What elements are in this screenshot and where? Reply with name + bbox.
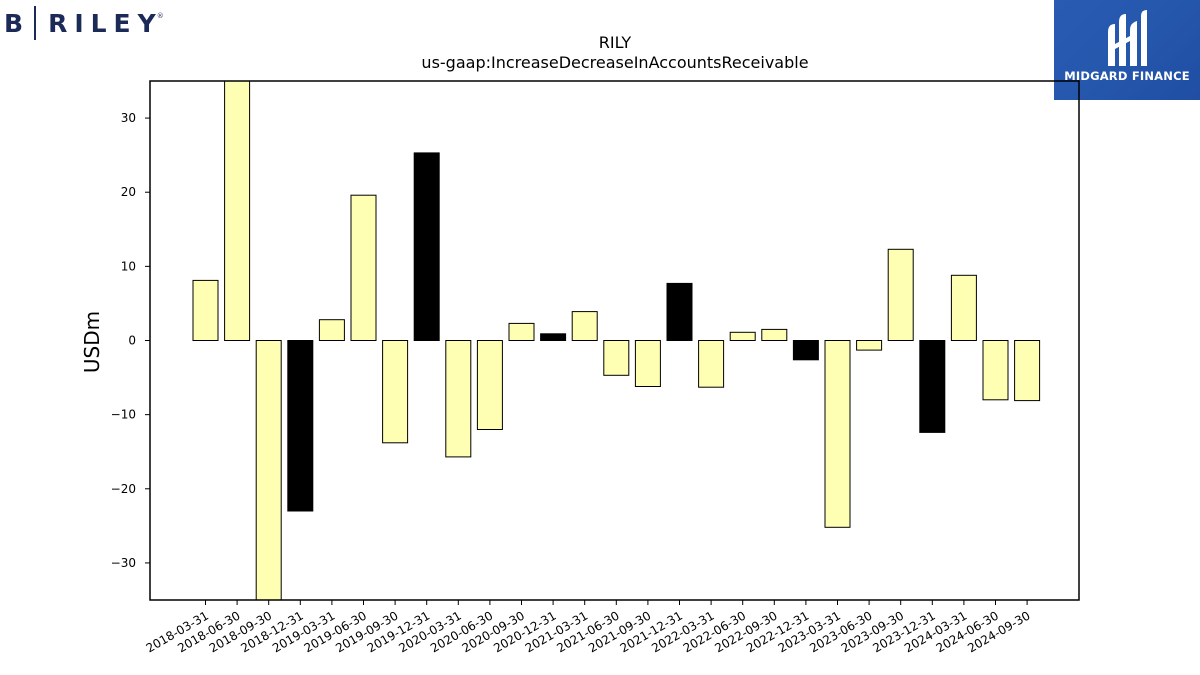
bar-2020-09-30 xyxy=(508,322,535,341)
bar-2019-06-30 xyxy=(350,194,377,341)
bar-2024-03-31 xyxy=(950,274,977,341)
midgard-finance-wordmark: MIDGARD FINANCE xyxy=(1064,69,1190,83)
y-axis: −30 −20 −10 0 10 20 30 xyxy=(111,111,150,570)
bar-2020-03-31 xyxy=(445,340,472,458)
bar-2022-03-31 xyxy=(698,340,725,388)
y-axis-label: USDm xyxy=(80,311,104,373)
chart-subtitle: us-gaap:IncreaseDecreaseInAccountsReceiv… xyxy=(421,53,808,72)
bar-2022-06-30 xyxy=(729,331,756,341)
bar-2018-09-30 xyxy=(255,340,282,601)
bar-2024-09-30 xyxy=(1014,340,1041,402)
y-tick-label: −30 xyxy=(111,556,136,570)
bar-2022-09-30 xyxy=(761,328,788,341)
bars-layer xyxy=(192,80,1041,601)
bar-2019-09-30 xyxy=(382,340,409,444)
bar-2019-12-31 xyxy=(413,152,440,341)
bar-2018-06-30 xyxy=(224,80,251,341)
b-riley-name: RILEY xyxy=(48,8,163,38)
y-tick-label: −20 xyxy=(111,482,136,496)
y-tick-label: 20 xyxy=(121,185,136,199)
bar-2018-03-31 xyxy=(192,279,219,341)
y-tick-label: −10 xyxy=(111,408,136,422)
bar-2023-03-31 xyxy=(824,340,851,528)
bar-2018-12-31 xyxy=(287,340,314,512)
bar-2021-09-30 xyxy=(634,340,661,387)
bar-2021-12-31 xyxy=(666,282,693,341)
b-riley-initial: B xyxy=(4,8,25,38)
b-riley-registered-mark: ® xyxy=(156,12,164,20)
midgard-mh-monogram-icon xyxy=(1108,10,1147,66)
bar-2024-06-30 xyxy=(982,340,1009,401)
bar-2021-06-30 xyxy=(603,340,630,376)
bar-2020-06-30 xyxy=(476,340,503,430)
y-tick-label: 0 xyxy=(128,334,136,348)
bar-2023-09-30 xyxy=(887,248,914,341)
bar-2023-06-30 xyxy=(856,340,883,351)
b-riley-divider xyxy=(34,6,37,40)
bar-2023-12-31 xyxy=(919,340,946,433)
y-tick-label: 10 xyxy=(121,259,136,273)
bar-2021-03-31 xyxy=(571,311,598,342)
bar-2022-12-31 xyxy=(792,340,819,361)
b-riley-logo: B RILEY ® xyxy=(4,4,164,42)
bar-2019-03-31 xyxy=(318,319,345,342)
chart-title: RILY xyxy=(599,33,632,52)
x-axis: 2018-03-312018-06-302018-09-302018-12-31… xyxy=(144,600,1033,655)
plot-frame xyxy=(149,80,1080,601)
y-tick-label: 30 xyxy=(121,111,136,125)
bar-2020-12-31 xyxy=(540,333,567,341)
